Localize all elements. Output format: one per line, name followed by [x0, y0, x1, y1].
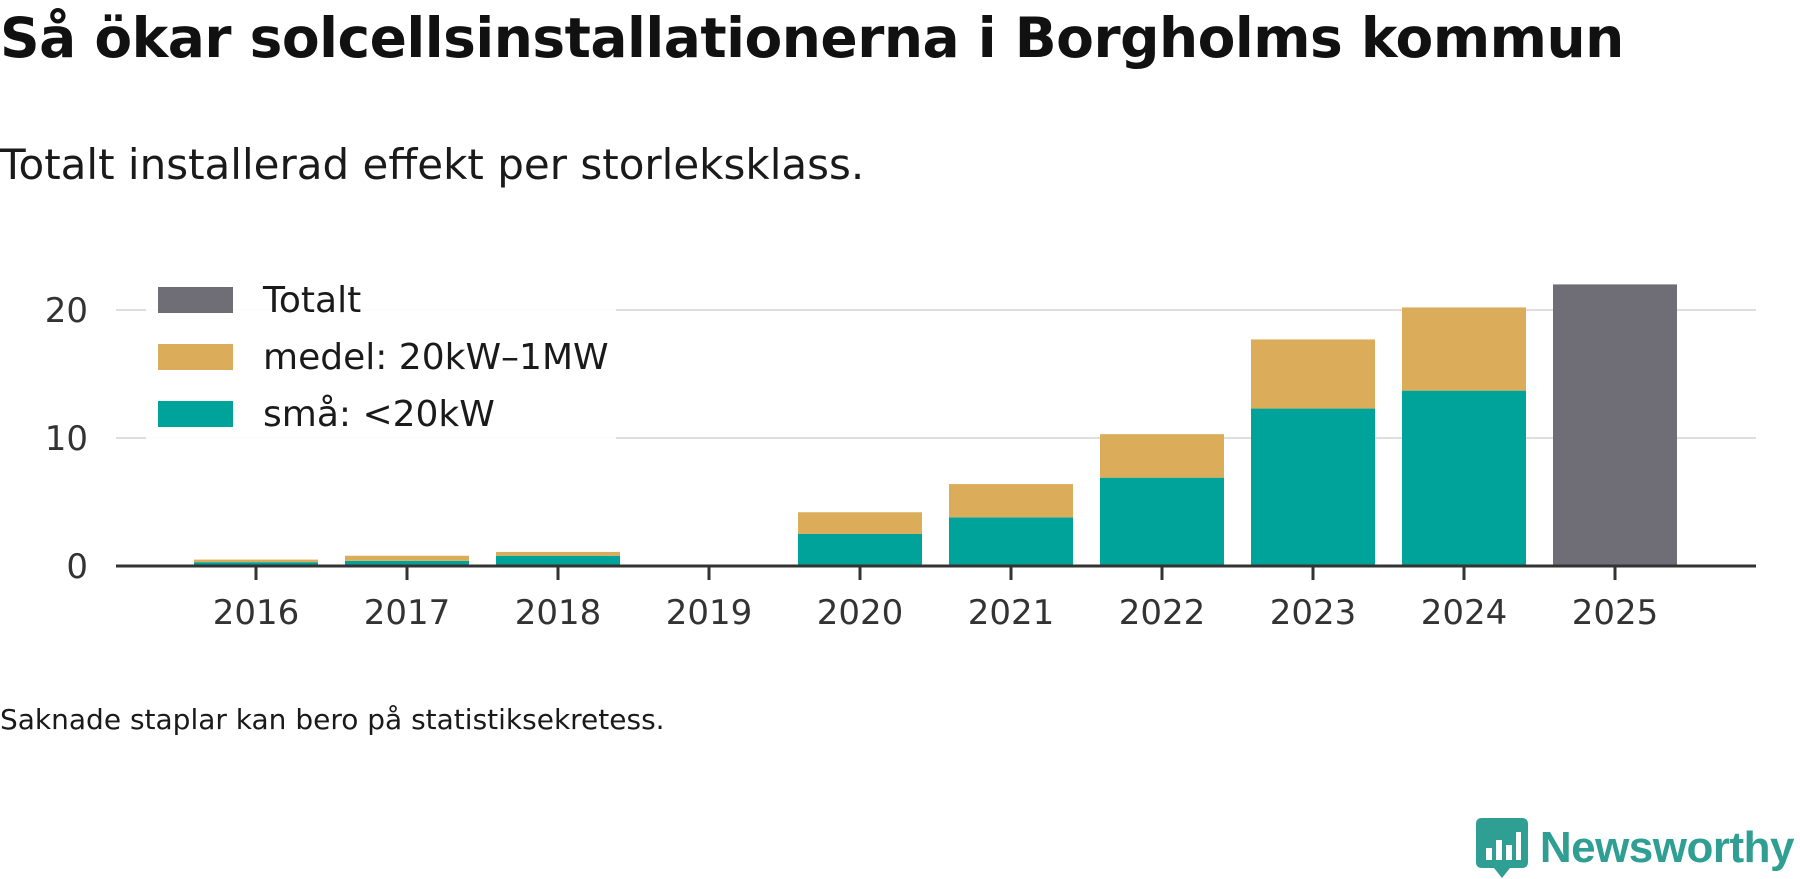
brand-name: Newsworthy: [1539, 823, 1795, 872]
x-tick-label: 2020: [817, 593, 904, 633]
legend-swatch-medium: [158, 344, 233, 370]
bar-medium-2022: [1100, 434, 1224, 478]
bar-medium-2024: [1402, 307, 1526, 391]
bar-chart: 0 10 20 Totalt medel: 20kW–1MW små: <20kW 20…: [44, 272, 1756, 633]
newsworthy-logo-icon: [1475, 818, 1528, 878]
bar-medium-2023: [1251, 339, 1375, 409]
bar-medium-2018: [496, 551, 620, 556]
x-tick-label: 2024: [1421, 593, 1508, 633]
legend-label-small: små: <20kW: [263, 394, 495, 435]
chart-title: Så ökar solcellsinstallationerna i Borgh…: [0, 6, 1624, 70]
brand-logo[interactable]: Newsworthy: [1475, 818, 1795, 878]
bars: [194, 284, 1677, 566]
legend-label-medium: medel: 20kW–1MW: [263, 337, 609, 378]
x-tick-label: 2019: [666, 593, 753, 633]
y-tick-label: 10: [45, 419, 88, 459]
chart-subtitle: Totalt installerad effekt per storlekskl…: [0, 140, 865, 189]
bar-total-2025: [1553, 284, 1677, 566]
bar-small-2024: [1402, 390, 1526, 566]
x-tick-label: 2021: [968, 593, 1055, 633]
y-tick-label: 20: [45, 291, 88, 331]
bar-small-2022: [1100, 477, 1224, 566]
bar-small-2021: [949, 517, 1073, 566]
legend: Totalt medel: 20kW–1MW små: <20kW: [146, 272, 616, 440]
bar-small-2020: [798, 534, 922, 566]
legend-swatch-total: [158, 287, 233, 313]
bar-medium-2020: [798, 512, 922, 534]
y-tick-label: 0: [66, 547, 88, 587]
x-tick-label: 2018: [515, 593, 602, 633]
bar-small-2023: [1251, 408, 1375, 566]
bar-medium-2017: [345, 555, 469, 561]
x-axis: 2016 2017 2018 2019 2020 2021 2022 2023 2024 2025: [116, 564, 1756, 633]
bar-small-2017: [345, 560, 469, 566]
x-tick-label: 2017: [364, 593, 451, 633]
x-tick-label: 2023: [1270, 593, 1357, 633]
legend-label-total: Totalt: [262, 280, 361, 321]
x-tick-label: 2016: [213, 593, 300, 633]
x-tick-label: 2022: [1119, 593, 1206, 633]
y-axis-ticks: 0 10 20: [45, 291, 88, 587]
bar-small-2018: [496, 555, 620, 566]
bar-small-2016: [194, 562, 318, 566]
legend-swatch-small: [158, 401, 233, 427]
x-tick-label: 2025: [1572, 593, 1659, 633]
footnote: Saknade staplar kan bero på statistiksek…: [0, 703, 665, 736]
bar-medium-2021: [949, 484, 1073, 518]
bar-medium-2016: [194, 559, 318, 563]
